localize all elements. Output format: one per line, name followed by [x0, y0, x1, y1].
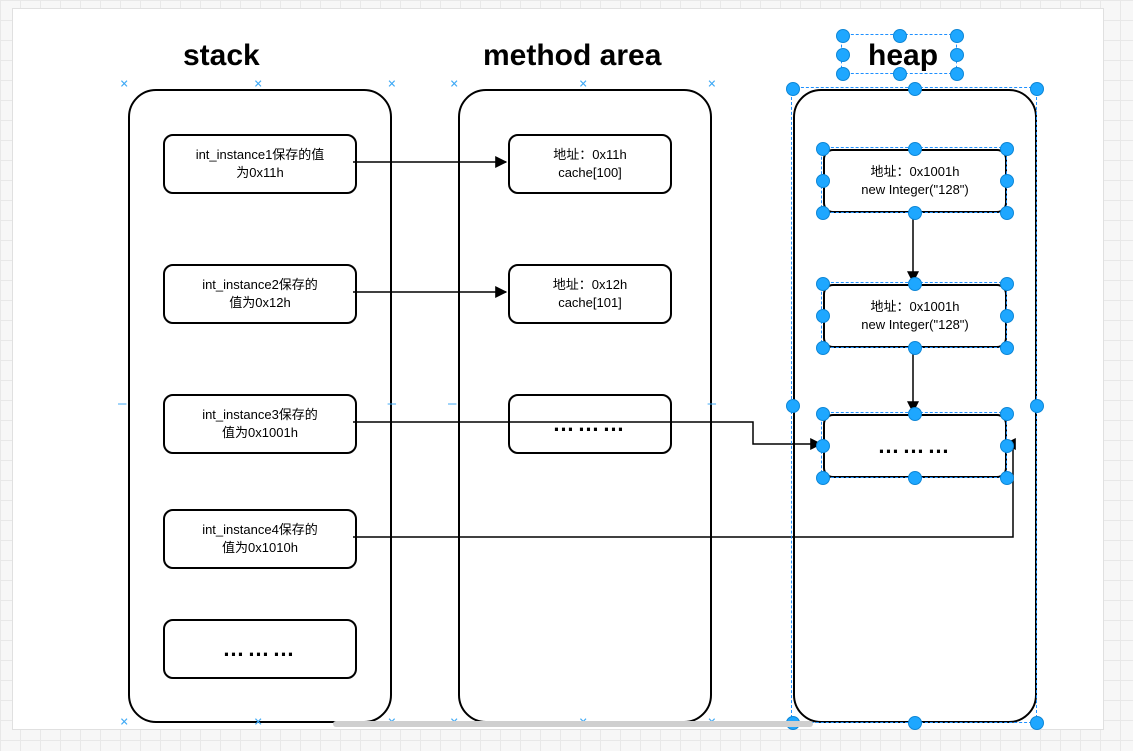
node-text: int_instance4保存的	[202, 522, 318, 537]
node-text: 值为0x1010h	[222, 540, 298, 555]
method-area-title: method area	[483, 39, 661, 73]
method-node-1[interactable]: 地址：0x11h cache[100]	[508, 134, 672, 194]
heap-node-ellipsis[interactable]: ………	[823, 414, 1007, 478]
node-text: 值为0x1001h	[222, 425, 298, 440]
stack-node-1[interactable]: int_instance1保存的值 为0x11h	[163, 134, 357, 194]
node-text: 地址：0x11h	[553, 147, 626, 162]
stack-node-4[interactable]: int_instance4保存的 值为0x1010h	[163, 509, 357, 569]
node-text: 地址：0x1001h	[871, 164, 960, 179]
horizontal-scrollbar[interactable]	[333, 721, 813, 727]
node-text: 地址：0x12h	[553, 277, 627, 292]
node-text: cache[101]	[558, 295, 622, 310]
stack-title: stack	[183, 39, 260, 73]
heap-title: heap	[868, 39, 938, 73]
node-text: new Integer("128")	[861, 182, 969, 197]
ellipsis-icon: ………	[553, 409, 628, 439]
node-text: 值为0x12h	[229, 295, 290, 310]
node-text: int_instance2保存的	[202, 277, 318, 292]
node-text: 为0x11h	[236, 165, 283, 180]
heap-node-1[interactable]: 地址：0x1001h new Integer("128")	[823, 149, 1007, 213]
ellipsis-icon: ………	[223, 634, 298, 664]
node-text: int_instance3保存的	[202, 407, 318, 422]
node-text: 地址：0x1001h	[871, 299, 960, 314]
method-node-ellipsis[interactable]: ………	[508, 394, 672, 454]
stack-node-ellipsis[interactable]: ………	[163, 619, 357, 679]
node-text: cache[100]	[558, 165, 622, 180]
drawing-canvas[interactable]: stack method area heap int_instance1保存的值…	[12, 8, 1104, 730]
method-node-2[interactable]: 地址：0x12h cache[101]	[508, 264, 672, 324]
node-text: int_instance1保存的值	[196, 147, 325, 162]
stack-node-2[interactable]: int_instance2保存的 值为0x12h	[163, 264, 357, 324]
stack-node-3[interactable]: int_instance3保存的 值为0x1001h	[163, 394, 357, 454]
heap-node-2[interactable]: 地址：0x1001h new Integer("128")	[823, 284, 1007, 348]
node-text: new Integer("128")	[861, 317, 969, 332]
ellipsis-icon: ………	[878, 431, 953, 461]
